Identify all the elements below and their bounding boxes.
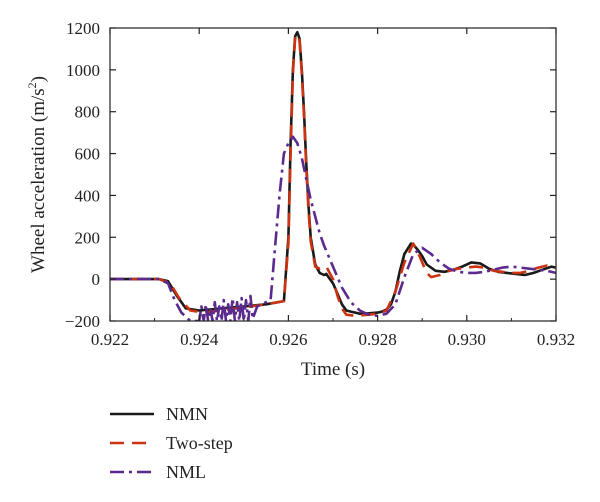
series-line-two-step	[110, 32, 556, 318]
legend-label: NML	[166, 462, 206, 482]
x-tick-label: 0.930	[448, 330, 486, 349]
y-tick-label: 1200	[66, 19, 100, 38]
y-tick-label: 800	[75, 103, 101, 122]
x-tick-label: 0.924	[180, 330, 219, 349]
x-tick-label: 0.928	[358, 330, 396, 349]
y-tick-label: 0	[92, 270, 101, 289]
x-tick-label: 0.932	[537, 330, 575, 349]
plot-area	[109, 27, 557, 322]
x-tick-label: 0.926	[269, 330, 307, 349]
y-tick-label: 200	[75, 228, 101, 247]
x-tick-label: 0.922	[91, 330, 129, 349]
series-layer	[110, 30, 556, 321]
y-tick-label: 600	[75, 145, 101, 164]
legend-label: Two-step	[166, 433, 233, 453]
y-tick-label: 1000	[66, 61, 100, 80]
y-axis-label: Wheel acceleration (m/s2)	[25, 76, 49, 273]
legend-label: NMN	[166, 404, 208, 424]
x-axis: 0.922 0.924 0.926 0.928 0.930 0.932	[91, 28, 575, 349]
y-axis-label-superscript: 2	[25, 82, 39, 88]
y-axis: −200 0 200 400 600 800 1000 1200	[65, 19, 556, 331]
y-tick-label: −200	[65, 312, 100, 331]
y-tick-label: 400	[75, 186, 101, 205]
series-line-nml	[110, 135, 556, 321]
y-axis-label-close: )	[28, 76, 49, 82]
x-axis-label: Time (s)	[301, 359, 365, 380]
legend: NMN Two-step NML	[110, 404, 233, 482]
y-axis-label-main: Wheel acceleration (m/s	[28, 88, 49, 273]
